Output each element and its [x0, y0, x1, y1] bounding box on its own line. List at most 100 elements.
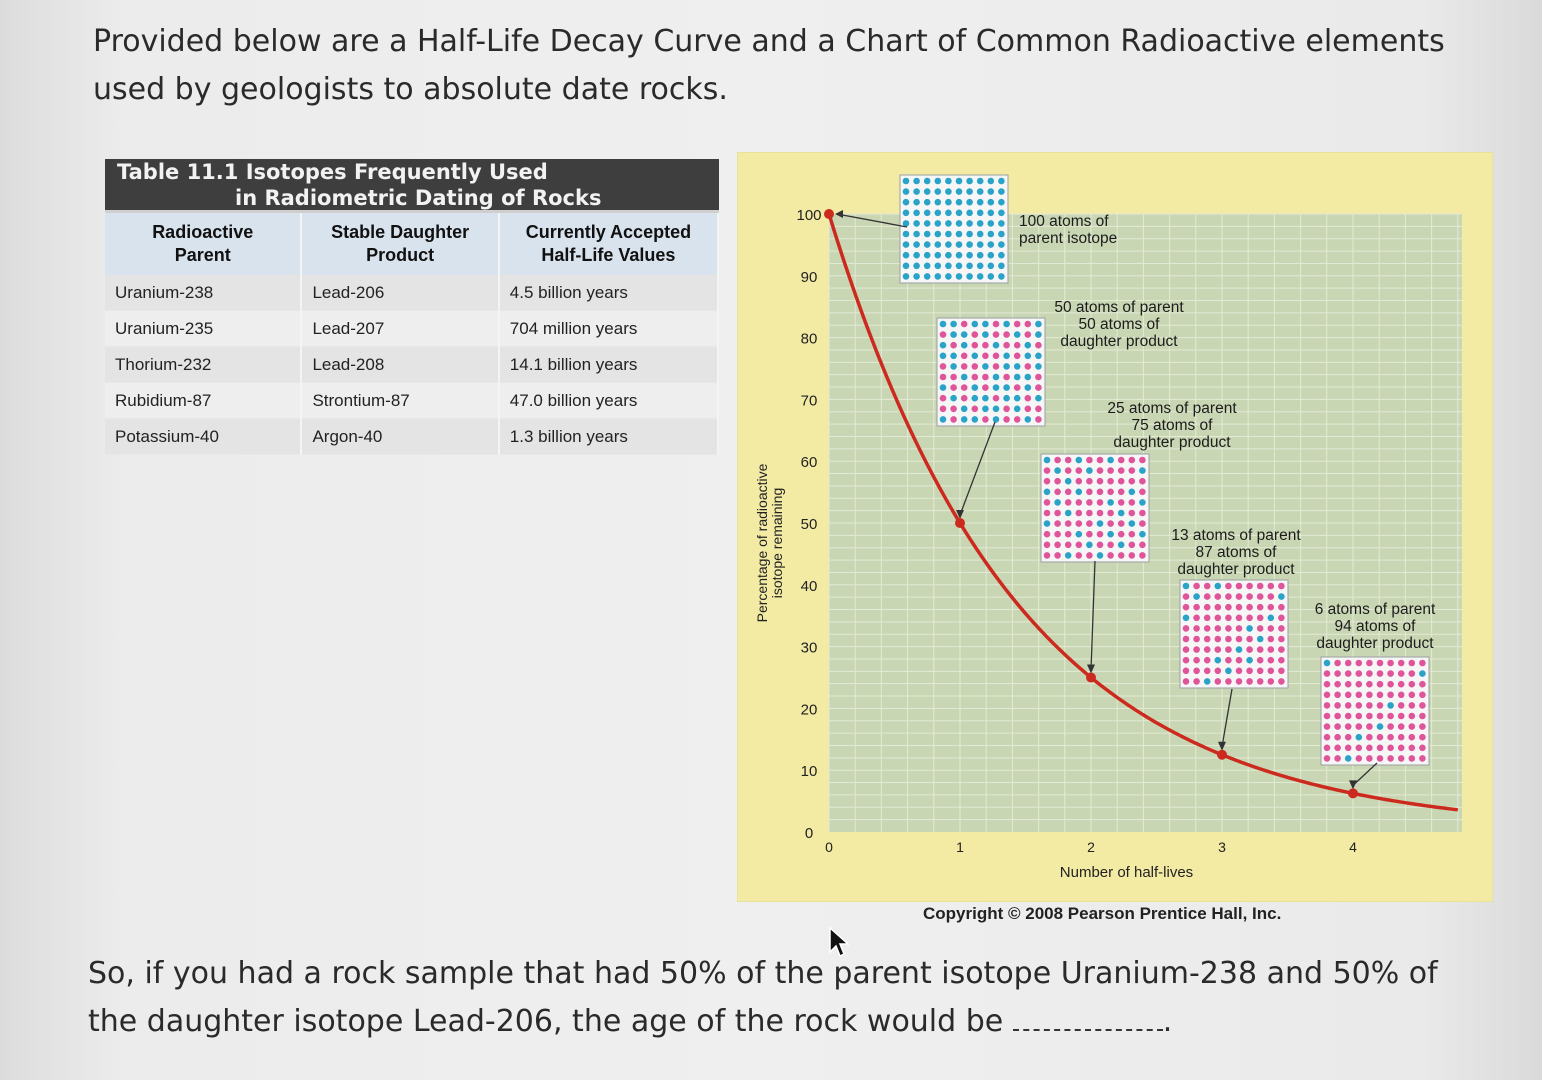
atom-dot: [1408, 723, 1416, 730]
atom-dot: [992, 384, 1000, 391]
table-cell: 14.1 billion years: [498, 346, 720, 383]
atom-dot: [966, 209, 973, 217]
atom-dot: [923, 198, 931, 206]
atom-dot: [1355, 691, 1363, 699]
y-tick-label: 20: [801, 701, 818, 718]
atom-dot: [1278, 678, 1285, 685]
atom-dot: [1408, 680, 1416, 688]
atom-dot: [1075, 477, 1083, 485]
atom-dot: [966, 251, 973, 259]
atom-dot: [971, 331, 979, 338]
atom-dot: [1366, 733, 1373, 741]
atom-dot: [1278, 635, 1285, 643]
atom-dot: [971, 352, 979, 360]
atom-dot: [1107, 499, 1114, 506]
atom-dot: [1278, 625, 1285, 632]
atom-dot: [1182, 667, 1190, 675]
atom-dot: [982, 352, 989, 360]
atom-dot: [1054, 520, 1061, 527]
atom-dot: [1344, 744, 1352, 752]
atom-dot: [1024, 341, 1032, 349]
table-cell: 47.0 billion years: [498, 382, 720, 419]
atom-dot: [934, 220, 942, 227]
atom-dot: [966, 198, 973, 206]
atom-dot: [1075, 499, 1083, 506]
atom-dot: [1107, 456, 1114, 464]
atom-dot: [966, 177, 973, 185]
atom-dot: [1419, 702, 1426, 709]
atom-dot: [1096, 552, 1104, 559]
atom-dot: [1128, 520, 1136, 527]
atom-dot: [1256, 667, 1264, 675]
atom-dot: [1182, 656, 1190, 664]
atom-dot: [1003, 320, 1010, 328]
atom-dot: [939, 416, 947, 423]
atom-dot: [1344, 733, 1352, 741]
atom-dot: [1117, 541, 1125, 549]
atom-dot: [1003, 384, 1010, 391]
atom-dot: [1035, 373, 1042, 381]
annotation-label: daughter product: [1316, 635, 1434, 652]
data-point: [1086, 672, 1096, 683]
atom-dot: [1235, 635, 1243, 643]
atom-dot: [1086, 541, 1093, 549]
atom-dot: [1256, 593, 1264, 600]
atom-dot: [939, 405, 947, 413]
table-row: Uranium-235 Lead-207 704 million years: [105, 310, 720, 347]
table-row: Potassium-40 Argon-40 1.3 billion years: [105, 418, 720, 455]
atom-dot: [1096, 509, 1104, 517]
atom-dot: [1203, 603, 1211, 611]
atom-dot: [1086, 520, 1093, 527]
copyright-note: Copyright © 2008 Pearson Prentice Hall, …: [923, 904, 1282, 923]
data-point: [1217, 749, 1227, 760]
atom-dot: [950, 416, 957, 423]
atom-dot: [1225, 635, 1232, 643]
atom-dot: [1256, 582, 1264, 590]
atom-dot: [1182, 678, 1190, 685]
atom-dot: [1182, 614, 1190, 622]
atom-dot: [1408, 733, 1416, 741]
atom-dot: [939, 384, 947, 391]
atom-dot: [1075, 552, 1083, 559]
x-axis-label: Number of half-lives: [1060, 864, 1193, 881]
atom-dot: [913, 177, 920, 185]
atom-dot: [1267, 678, 1275, 685]
atom-dot: [1355, 680, 1363, 688]
answer-blank[interactable]: [1012, 1001, 1163, 1031]
atom-dot: [960, 416, 968, 423]
atom-dot: [1366, 755, 1373, 762]
atom-dot: [1024, 363, 1032, 370]
data-point: [1348, 788, 1358, 799]
atom-dot: [1182, 646, 1190, 653]
atom-dot: [992, 373, 1000, 381]
atom-dot: [1397, 702, 1405, 709]
atom-dot: [976, 198, 984, 206]
atom-dot: [1203, 678, 1211, 685]
atom-dot: [1235, 646, 1243, 653]
atom-dot: [1193, 582, 1200, 590]
atom-dot: [1334, 723, 1341, 730]
atom-dot: [913, 188, 920, 195]
atom-dot: [1117, 488, 1125, 496]
atom-dot: [1117, 456, 1125, 464]
atom-dot: [1054, 499, 1061, 506]
atom-dot: [934, 198, 942, 206]
atom-dot: [1043, 552, 1051, 559]
atom-dot: [982, 363, 989, 370]
atom-dot: [1376, 733, 1384, 741]
atom-dot: [1355, 702, 1363, 709]
y-tick-label: 80: [801, 331, 818, 348]
atom-dot: [1203, 635, 1211, 643]
atom-dot: [923, 209, 931, 217]
atom-dot: [1366, 702, 1373, 709]
atom-dot: [1035, 320, 1042, 328]
atom-dot: [1334, 712, 1341, 720]
atom-dot: [923, 220, 931, 227]
atom-dot: [998, 230, 1005, 238]
atom-dot: [1096, 488, 1104, 496]
atom-dot: [1043, 488, 1051, 496]
atom-dot: [1128, 530, 1136, 538]
atom-dot: [1235, 582, 1243, 590]
atom-dot: [1193, 678, 1200, 685]
y-tick-label: 70: [801, 392, 818, 409]
